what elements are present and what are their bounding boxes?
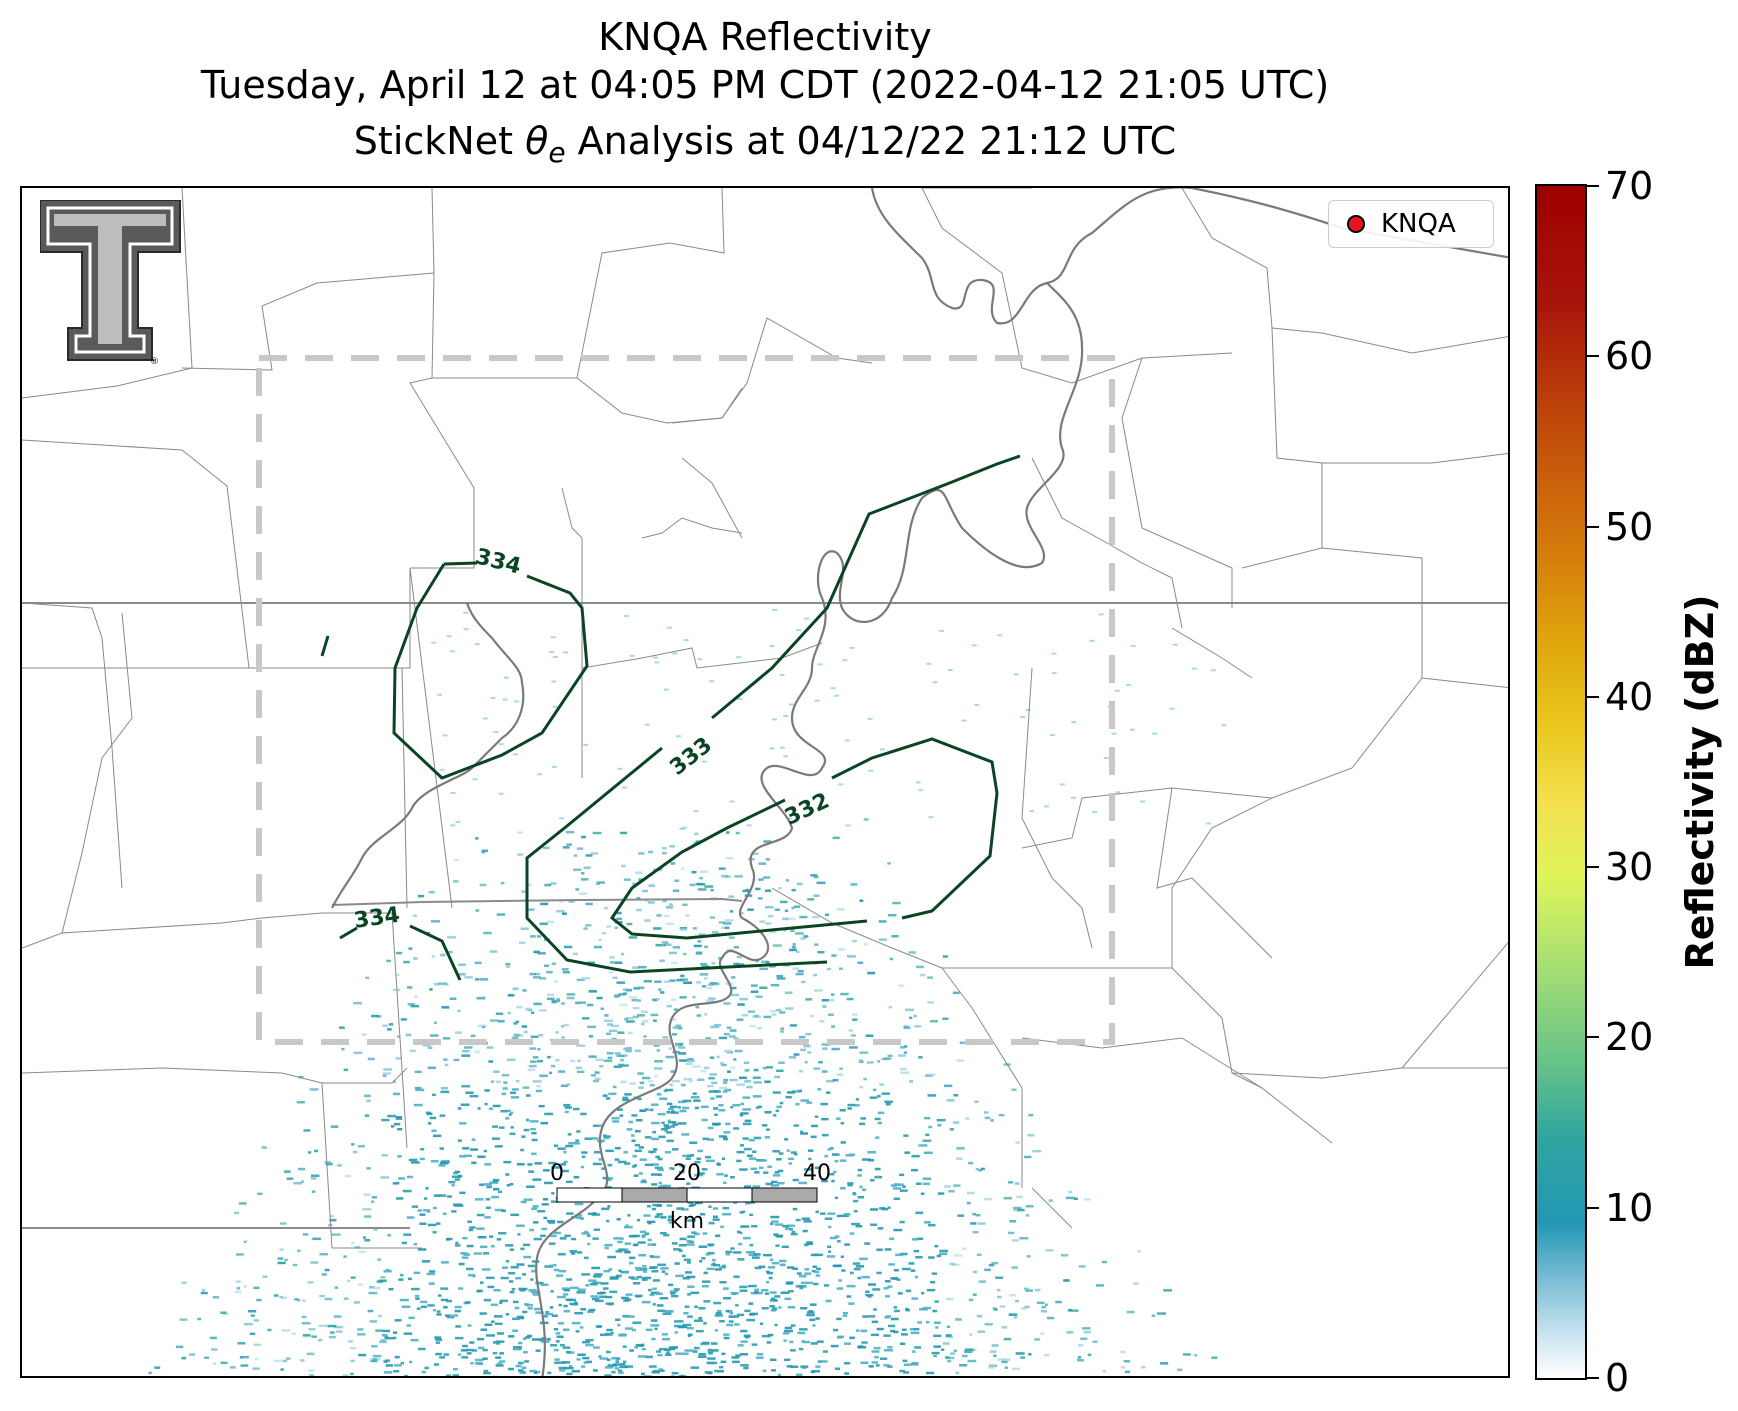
scale-unit: km bbox=[670, 1209, 704, 1234]
contour-334-north bbox=[392, 561, 589, 780]
contour-332 bbox=[609, 737, 999, 940]
colorbar-tick-label: 60 bbox=[1605, 334, 1654, 379]
colorbar-tick-mark bbox=[1587, 525, 1599, 528]
scale-tick-0: 0 bbox=[550, 1161, 564, 1186]
colorbar-tick-mark bbox=[1587, 1206, 1599, 1209]
contour-334-west-fragment bbox=[320, 635, 330, 657]
contour-label-332: 332 bbox=[781, 788, 833, 830]
chart-subtitle-analysis: StickNet θe Analysis at 04/12/22 21:12 U… bbox=[353, 119, 1177, 169]
theta-e-contours bbox=[320, 454, 1021, 981]
colorbar-tick-label: 30 bbox=[1605, 845, 1654, 890]
colorbar-tick-mark bbox=[1587, 1377, 1599, 1379]
colorbar-label: Reflectivity (dBZ) bbox=[1678, 594, 1722, 970]
colorbar-tick-mark bbox=[1587, 355, 1599, 358]
contour-label-334b: 334 bbox=[352, 903, 401, 934]
contour-334-south bbox=[339, 924, 462, 981]
colorbar-tick-label: 70 bbox=[1605, 164, 1654, 208]
map-legend: KNQA bbox=[1328, 200, 1494, 248]
river-west bbox=[331, 602, 525, 909]
colorbar-tick-label: 50 bbox=[1605, 504, 1654, 549]
colorbar-tick-label: 10 bbox=[1605, 1185, 1654, 1230]
texas-tech-logo: ® bbox=[40, 200, 181, 367]
chart-subtitle-time: Tuesday, April 12 at 04:05 PM CDT (2022-… bbox=[200, 63, 1330, 107]
scale-tick-20: 20 bbox=[673, 1161, 701, 1186]
colorbar bbox=[1535, 184, 1587, 1380]
chart-title: KNQA Reflectivity bbox=[598, 15, 932, 59]
svg-text:®: ® bbox=[150, 357, 159, 367]
colorbar-tick-mark bbox=[1587, 185, 1599, 187]
legend-label: KNQA bbox=[1381, 209, 1456, 239]
colorbar-tick-mark bbox=[1587, 866, 1599, 869]
colorbar-tick-mark bbox=[1587, 695, 1599, 698]
radar-site-marker-icon bbox=[1347, 215, 1365, 233]
scale-tick-40: 40 bbox=[803, 1161, 831, 1186]
colorbar-tick-label: 0 bbox=[1605, 1356, 1630, 1400]
colorbar-tick-label: 40 bbox=[1605, 674, 1654, 719]
state-boundaries bbox=[22, 602, 1508, 1229]
scale-bar: 0 20 40 km bbox=[550, 1161, 831, 1234]
reflectivity-echoes bbox=[148, 608, 1227, 1376]
analysis-domain-box bbox=[256, 355, 1115, 1045]
river bbox=[535, 188, 1508, 1376]
contour-label-333: 333 bbox=[665, 733, 717, 781]
contour-label-334a: 334 bbox=[473, 544, 524, 579]
map-canvas: 334 333 332 334 0 20 40 km bbox=[22, 188, 1508, 1376]
colorbar-tick-label: 20 bbox=[1605, 1015, 1654, 1060]
radar-map[interactable]: 334 333 332 334 0 20 40 km KNQA bbox=[20, 186, 1510, 1378]
county-boundaries bbox=[22, 188, 1508, 1249]
contour-333 bbox=[525, 454, 1021, 974]
colorbar-tick-mark bbox=[1587, 1036, 1599, 1039]
